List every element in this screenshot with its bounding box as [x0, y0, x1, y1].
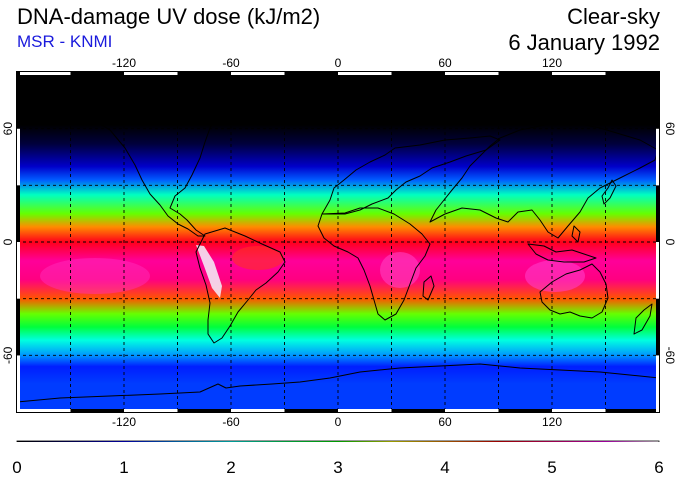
frame-tick [552, 72, 606, 75]
coast-indonesia [527, 243, 597, 263]
frame-tick [391, 409, 445, 412]
coast-australia [539, 263, 609, 319]
colorbar-label: 0 [12, 458, 22, 477]
lat-tick-label-left: 60 [1, 122, 15, 136]
frame-tick [17, 242, 20, 299]
lon-tick-label-bottom: 120 [542, 415, 562, 429]
colorbar-label: 4 [440, 458, 450, 477]
coast-antarctica [17, 363, 659, 403]
frame-tick [656, 185, 659, 242]
frame-tick [656, 128, 659, 186]
frame-tick [177, 72, 231, 75]
lat-tick-label-left: -60 [1, 346, 15, 364]
frame-tick [605, 409, 659, 412]
colorbar-label: 2 [226, 458, 236, 477]
colorbar-label: 1 [119, 458, 129, 477]
frame-tick [391, 72, 445, 75]
coast-new-zealand [633, 303, 653, 335]
colorbar-label: 3 [333, 458, 343, 477]
frame-tick [498, 409, 552, 412]
pacific-high-uv [40, 258, 150, 294]
lon-tick-label-top: 120 [542, 56, 562, 70]
lon-tick-label-bottom: -60 [222, 415, 240, 429]
coast-philippines [571, 225, 581, 243]
frame-tick [70, 409, 124, 412]
frame-tick [656, 355, 659, 412]
frame-tick [445, 409, 499, 412]
lat-tick-label-right: -60 [663, 347, 677, 365]
lat-labels-left: 60 0 -60 [1, 122, 15, 364]
coast-madagascar [422, 275, 435, 301]
frame-tick [177, 409, 231, 412]
coast-japan [601, 179, 617, 205]
frame-tick [338, 409, 392, 412]
frame-tick [231, 409, 285, 412]
frame-tick [284, 72, 338, 75]
coast-north-america [19, 87, 219, 237]
frame-tick [17, 128, 20, 186]
andes-maximum [196, 245, 222, 298]
lon-tick-label-bottom: 0 [335, 415, 342, 429]
frame-tick [17, 355, 20, 412]
frame-tick [124, 72, 178, 75]
colorbar [16, 440, 660, 442]
frame-tick [656, 298, 659, 356]
uv-dose-map: -120 -60 0 60 120 [1, 56, 677, 442]
frame-tick [284, 409, 338, 412]
coastlines [17, 79, 659, 403]
map-source: MSR - KNMI [17, 32, 113, 51]
lon-tick-label-top: 0 [335, 56, 342, 70]
map-date: 6 January 1992 [508, 30, 660, 55]
coast-europe [321, 135, 501, 215]
coast-greenland [234, 79, 291, 125]
frame-tick [498, 72, 552, 75]
lon-labels-bottom: -120 -60 0 60 120 [112, 415, 562, 429]
lon-tick-label-top: -120 [112, 56, 136, 70]
africa-high-uv [380, 252, 420, 288]
frame-tick [656, 72, 659, 129]
frame-tick [70, 72, 124, 75]
coast-south-america [195, 227, 286, 344]
lon-tick-label-top: 60 [438, 56, 452, 70]
frame-tick [552, 409, 606, 412]
frame-tick [17, 72, 71, 75]
lat-labels-right: 60 0 -60 [663, 122, 677, 364]
lat-tick-label-left: 0 [1, 238, 15, 245]
frame-tick [605, 72, 659, 75]
lon-labels-top: -120 -60 0 60 120 [112, 56, 562, 70]
lat-tick-label-right: 0 [663, 239, 677, 246]
map-title: DNA-damage UV dose (kJ/m2) [17, 4, 321, 29]
frame-tick [17, 409, 71, 412]
frame-tick [17, 185, 20, 242]
lon-tick-label-top: -60 [222, 56, 240, 70]
lat-tick-label-right: 60 [663, 122, 677, 136]
australia-high-uv [525, 260, 585, 292]
frame-tick [656, 242, 659, 299]
frame-ticks [17, 72, 659, 412]
frame-tick [231, 72, 285, 75]
lon-tick-label-bottom: 60 [438, 415, 452, 429]
frame-tick [338, 72, 392, 75]
frame-tick [445, 72, 499, 75]
graticule [17, 72, 659, 412]
frame-tick [124, 409, 178, 412]
brazil-low-uv [232, 246, 284, 270]
coast-asia [429, 121, 659, 239]
frame-tick [17, 72, 20, 129]
colorbar-label: 6 [654, 458, 664, 477]
sky-condition: Clear-sky [567, 4, 660, 29]
colorbar-label: 5 [547, 458, 557, 477]
lon-tick-label-bottom: -120 [112, 415, 136, 429]
frame-tick [17, 298, 20, 356]
